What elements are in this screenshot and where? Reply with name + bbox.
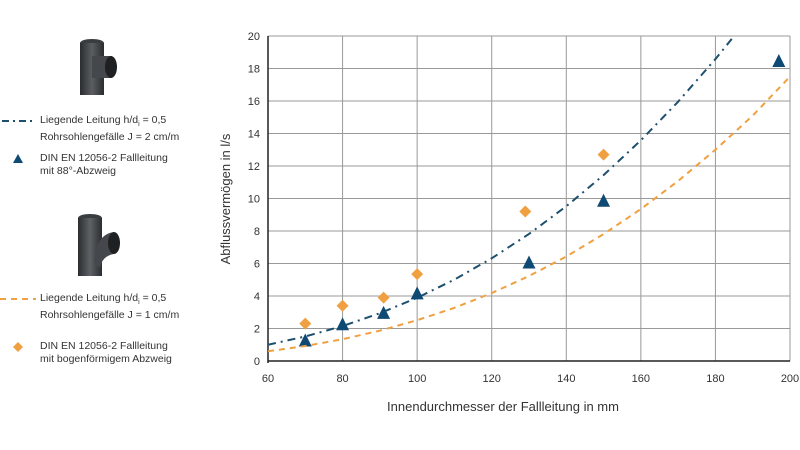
legend-text: mit 88°-Abzweig — [40, 165, 116, 177]
legend-item-dash-dot: Liegende Leitung h/di = 0,5 Rohrsohlengef… — [0, 114, 179, 144]
subscript: i — [138, 299, 140, 307]
x-tick-label: 180 — [706, 373, 724, 385]
diamond-point — [299, 317, 312, 330]
y-tick-label: 12 — [248, 161, 260, 173]
triangle-icon — [13, 154, 23, 163]
legend-item-diamond: DIN EN 12056-2 Fallleitung mit bogenförmi… — [0, 340, 172, 368]
y-axis-label: Abflussvermögen in l/s — [218, 133, 233, 264]
diamond-point — [411, 268, 424, 281]
pipe-tee-88-icon — [80, 39, 117, 95]
legend-item-dashed: Liegende Leitung h/di = 0,5 Rohrsohlengef… — [0, 292, 179, 322]
x-tick-label: 60 — [262, 373, 274, 385]
legend-text: Liegende Leitung h/d — [40, 114, 139, 126]
triangle-point — [522, 255, 536, 269]
triangle-point — [597, 193, 611, 207]
legend-text: DIN EN 12056-2 Fallleitung — [40, 152, 168, 164]
triangle-point — [377, 305, 391, 319]
dash-dot-curve — [268, 36, 735, 346]
x-tick-label: 80 — [336, 373, 348, 385]
x-tick-label: 140 — [557, 373, 575, 385]
x-tick-label: 120 — [483, 373, 501, 385]
diamond-point — [519, 205, 532, 218]
dashed-line-icon — [0, 298, 36, 300]
legend-text: DIN EN 12056-2 Fallleitung — [40, 340, 168, 352]
y-tick-label: 10 — [248, 194, 260, 206]
x-axis-label: Innendurchmesser der Fallleitung in mm — [387, 399, 619, 414]
triangle-point — [410, 286, 424, 300]
x-tick-label: 100 — [408, 373, 426, 385]
dashed-curve — [268, 75, 790, 353]
x-tick-label: 200 — [781, 373, 799, 385]
triangle-point — [336, 317, 350, 331]
y-tick-label: 0 — [254, 356, 260, 368]
pipe-tee-curved-icon — [78, 214, 120, 276]
legend-text: Liegende Leitung h/d — [40, 292, 139, 304]
diamond-point — [336, 299, 349, 312]
legend-text: = 0,5 — [139, 114, 167, 126]
x-tick-label: 160 — [632, 373, 650, 385]
legend: Liegende Leitung h/di = 0,5 Rohrsohlengef… — [0, 0, 240, 450]
y-tick-label: 8 — [254, 226, 260, 238]
legend-text: = 0,5 — [139, 292, 167, 304]
legend-text: mit bogenförmigem Abzweig — [40, 353, 172, 365]
dash-dot-line-icon — [2, 120, 36, 122]
legend-text: Rohrsohlengefälle J = 1 cm/m — [40, 309, 180, 322]
y-tick-label: 4 — [254, 291, 260, 303]
y-tick-label: 14 — [248, 129, 260, 141]
legend-text: Rohrsohlengefälle J = 2 cm/m — [40, 131, 180, 144]
y-tick-label: 6 — [254, 259, 260, 271]
triangle-point — [298, 333, 312, 347]
y-tick-label: 16 — [248, 96, 260, 108]
subscript: i — [138, 121, 140, 129]
y-tick-label: 20 — [248, 31, 260, 43]
diamond-point — [597, 148, 610, 161]
diamond-icon — [13, 342, 23, 352]
triangle-point — [772, 54, 786, 67]
y-tick-label: 18 — [248, 64, 260, 76]
diamond-point — [377, 291, 390, 304]
y-tick-label: 2 — [254, 324, 260, 336]
legend-item-triangle: DIN EN 12056-2 Fallleitung mit 88°-Abzwei… — [0, 152, 168, 180]
